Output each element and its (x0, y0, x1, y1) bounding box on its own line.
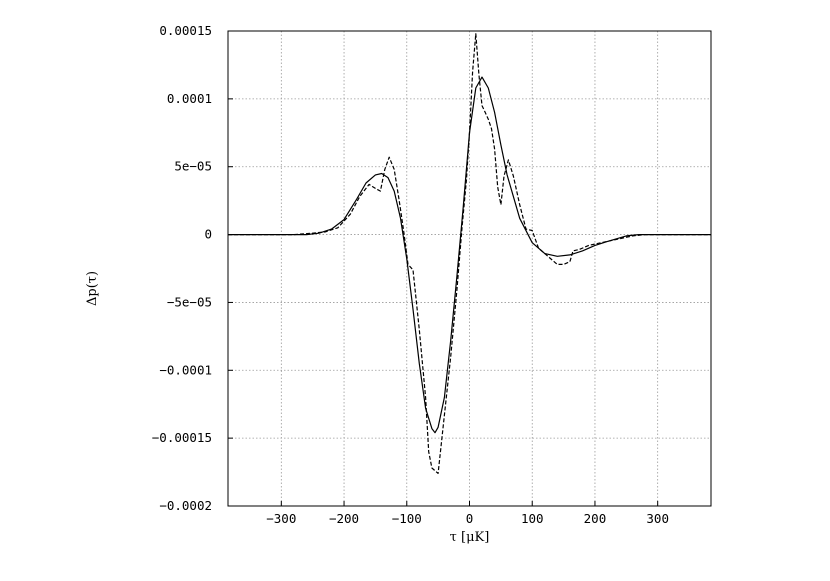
series-line-dashed (228, 33, 711, 474)
y-tick-label: −5e−05 (167, 294, 212, 309)
y-tick-label: −0.0001 (159, 362, 212, 377)
grid (228, 30, 711, 507)
y-tick-label: 0.00015 (159, 23, 212, 38)
y-tick-labels: 0.00015 0.0001 5e−05 0 −5e−05 −0.0001 −0.00015… (152, 23, 233, 513)
y-tick-label: −0.00015 (152, 430, 212, 445)
x-tick-label: −200 (329, 511, 359, 526)
y-axis-label: Δp(τ) (85, 271, 100, 306)
x-tick-label: −300 (266, 511, 296, 526)
x-tick-label: 0 (466, 511, 474, 526)
series-line-solid (228, 76, 711, 434)
y-tick-label: 0 (204, 227, 212, 242)
x-tick-label: 200 (584, 511, 607, 526)
x-tick-label: −100 (392, 511, 422, 526)
x-tick-label: 100 (521, 511, 544, 526)
y-tick-label: 0.0001 (167, 91, 212, 106)
y-tick-label: −0.0002 (159, 498, 212, 513)
plot-lines (228, 33, 711, 474)
x-tick-label: 300 (646, 511, 669, 526)
y-tick-label: 5e−05 (174, 159, 212, 174)
x-tick-labels: −300 −200 −100 0 100 200 300 (266, 501, 669, 526)
x-axis-label: τ [μK] (450, 530, 490, 545)
